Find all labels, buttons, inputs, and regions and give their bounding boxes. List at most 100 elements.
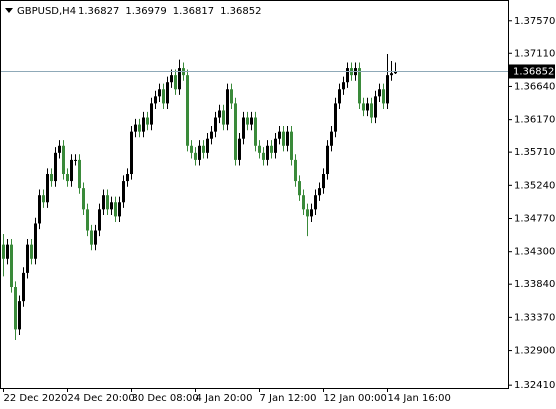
candle-body xyxy=(114,202,117,217)
candle-body xyxy=(282,131,285,146)
candle-body xyxy=(270,145,273,153)
candle-body xyxy=(34,223,37,259)
candle-body xyxy=(50,174,53,182)
candle-body xyxy=(254,117,257,146)
y-tick-label: 1.33840 xyxy=(514,279,555,290)
candle-body xyxy=(110,202,113,210)
candle-body xyxy=(310,209,313,217)
candle-body xyxy=(266,145,269,160)
candle-body xyxy=(98,209,101,231)
candle-body xyxy=(202,145,205,153)
candle-body xyxy=(62,145,65,175)
candle-body xyxy=(366,103,369,111)
candle-body xyxy=(154,96,157,104)
candle-body xyxy=(94,230,97,245)
candle-body xyxy=(226,89,229,125)
candle-body xyxy=(314,195,317,210)
candle-body xyxy=(210,131,213,139)
candle-body xyxy=(278,131,281,139)
candle-body xyxy=(186,75,189,146)
candle-body xyxy=(122,181,125,203)
header-high: 1.36979 xyxy=(125,6,166,17)
candle-body xyxy=(274,138,277,153)
header-open: 1.36827 xyxy=(78,6,119,17)
y-tick-label: 1.37110 xyxy=(514,48,555,59)
candle-body xyxy=(30,244,33,259)
x-tick-label: 14 Jan 16:00 xyxy=(388,393,451,404)
y-tick-label: 1.32900 xyxy=(514,346,555,357)
y-tick-label: 1.35240 xyxy=(514,180,555,191)
candle-body xyxy=(74,159,77,161)
y-tick-label: 1.36640 xyxy=(514,81,555,92)
candle-body xyxy=(362,103,365,111)
candle-body xyxy=(66,174,69,182)
candle-body xyxy=(394,71,397,74)
candle-body xyxy=(342,82,345,90)
y-tick-label: 1.37570 xyxy=(514,16,555,27)
candle-body xyxy=(298,181,301,196)
candle-body xyxy=(346,68,349,83)
header-low: 1.36817 xyxy=(173,6,214,17)
candle-body xyxy=(306,209,309,217)
x-tick-label: 22 Dec 2020 xyxy=(4,393,68,404)
candle-body xyxy=(158,89,161,97)
candle-body xyxy=(102,195,105,210)
y-tick-label: 1.34770 xyxy=(514,214,555,225)
candle-body xyxy=(318,188,321,196)
header-arrow xyxy=(5,8,13,13)
candle-body xyxy=(330,131,333,146)
x-tick-label: 24 Dec 20:00 xyxy=(68,393,135,404)
candle-body xyxy=(206,138,209,153)
candle-body xyxy=(138,124,141,132)
candle-body xyxy=(2,244,5,259)
candle-body xyxy=(86,209,89,231)
candle-body xyxy=(338,89,341,104)
candle-body xyxy=(162,89,165,104)
y-tick-label: 1.35710 xyxy=(514,147,555,158)
candle-body xyxy=(294,159,297,182)
y-tick-label: 1.34300 xyxy=(514,247,555,258)
candle-body xyxy=(6,244,9,259)
candle-body xyxy=(302,195,305,210)
x-tick-label: 12 Jan 00:00 xyxy=(324,393,387,404)
candle-body xyxy=(130,131,133,175)
header-close: 1.36852 xyxy=(220,6,261,17)
candle-body xyxy=(82,188,85,210)
candle-body xyxy=(54,152,57,182)
candle-body xyxy=(174,75,177,90)
candle-body xyxy=(374,96,377,118)
plot-frame xyxy=(0,0,509,389)
candle-body xyxy=(126,174,129,182)
candle-body xyxy=(258,145,261,153)
candle-body xyxy=(18,301,21,330)
candle-body xyxy=(70,159,73,182)
candle-body xyxy=(150,103,153,125)
candle-body xyxy=(378,89,381,97)
candle-body xyxy=(198,145,201,160)
candle-body xyxy=(10,244,13,288)
candle-body xyxy=(214,117,217,132)
candle-body xyxy=(14,287,17,330)
candle-body xyxy=(238,138,241,160)
x-tick-label: 7 Jan 12:00 xyxy=(260,393,317,404)
candle-body xyxy=(90,230,93,245)
symbol: GBPUSD,H4 xyxy=(17,6,76,17)
candle-body xyxy=(322,174,325,189)
candle-body xyxy=(222,110,225,125)
candle-body xyxy=(118,202,121,217)
candle-body xyxy=(334,103,337,132)
candle-body xyxy=(234,103,237,160)
candle-body xyxy=(22,272,25,302)
candle-body xyxy=(242,117,245,139)
candle-body xyxy=(134,124,137,132)
candle-body xyxy=(26,244,29,273)
price-label: 1.36852 xyxy=(513,66,554,77)
candle-body xyxy=(358,68,361,104)
price-box xyxy=(509,64,555,79)
x-tick-label: 4 Jan 20:00 xyxy=(196,393,253,404)
candle-body xyxy=(326,145,329,175)
candle-body xyxy=(38,195,41,224)
candle-body xyxy=(250,117,253,125)
